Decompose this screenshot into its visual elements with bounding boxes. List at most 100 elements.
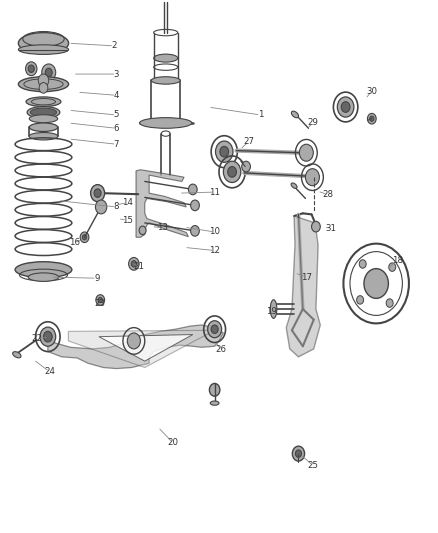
Text: 7: 7: [113, 140, 119, 149]
Text: 30: 30: [366, 86, 377, 95]
Text: 9: 9: [94, 273, 99, 282]
Circle shape: [139, 226, 146, 235]
Circle shape: [191, 225, 199, 236]
Ellipse shape: [291, 111, 299, 118]
Circle shape: [127, 333, 141, 349]
Text: 17: 17: [301, 273, 312, 281]
Text: 22: 22: [31, 334, 42, 343]
Circle shape: [80, 232, 89, 243]
Text: 5: 5: [113, 110, 119, 119]
Text: 31: 31: [326, 224, 337, 233]
Circle shape: [305, 168, 319, 185]
Text: 23: 23: [95, 299, 106, 308]
Ellipse shape: [30, 108, 57, 117]
Circle shape: [95, 200, 107, 214]
Ellipse shape: [270, 300, 277, 318]
Circle shape: [337, 97, 354, 117]
Circle shape: [357, 296, 364, 304]
Circle shape: [341, 102, 350, 112]
Text: 2: 2: [111, 42, 117, 51]
Ellipse shape: [210, 401, 219, 405]
Ellipse shape: [26, 97, 61, 107]
Text: 13: 13: [157, 223, 168, 232]
Polygon shape: [68, 330, 215, 368]
Text: 28: 28: [323, 190, 334, 199]
Circle shape: [43, 332, 52, 342]
Ellipse shape: [27, 107, 60, 118]
Circle shape: [370, 116, 374, 122]
Ellipse shape: [15, 262, 72, 278]
Circle shape: [209, 383, 220, 396]
Circle shape: [42, 64, 56, 81]
Polygon shape: [286, 216, 320, 357]
Ellipse shape: [28, 273, 59, 281]
Circle shape: [389, 263, 396, 271]
Ellipse shape: [140, 118, 192, 128]
Ellipse shape: [29, 133, 58, 140]
Text: 8: 8: [113, 203, 119, 212]
Text: 15: 15: [122, 216, 133, 225]
Text: 16: 16: [68, 238, 80, 247]
Circle shape: [98, 297, 102, 303]
Text: 3: 3: [113, 70, 119, 78]
Ellipse shape: [154, 54, 178, 62]
Text: 29: 29: [307, 118, 318, 127]
Text: 26: 26: [215, 345, 227, 354]
Circle shape: [129, 257, 139, 270]
Text: 18: 18: [392, 256, 403, 264]
Circle shape: [191, 200, 199, 211]
Circle shape: [94, 189, 101, 197]
Text: 12: 12: [209, 246, 220, 255]
Text: 20: 20: [168, 439, 179, 448]
Circle shape: [299, 144, 313, 161]
Circle shape: [386, 299, 393, 308]
Circle shape: [242, 161, 251, 172]
Circle shape: [45, 68, 52, 77]
Circle shape: [311, 221, 320, 232]
Ellipse shape: [151, 77, 180, 84]
Circle shape: [40, 327, 56, 346]
Text: 14: 14: [122, 198, 133, 207]
Polygon shape: [99, 335, 193, 361]
Text: 24: 24: [44, 367, 55, 376]
Text: 1: 1: [258, 110, 263, 119]
Circle shape: [364, 269, 389, 298]
Circle shape: [223, 161, 241, 182]
Circle shape: [82, 235, 87, 240]
Circle shape: [215, 141, 233, 163]
Circle shape: [28, 65, 34, 72]
Text: 19: 19: [266, 307, 277, 316]
Polygon shape: [48, 325, 223, 368]
Text: 11: 11: [209, 188, 220, 197]
Circle shape: [228, 166, 237, 177]
Text: 6: 6: [113, 124, 119, 133]
Ellipse shape: [29, 123, 58, 132]
Circle shape: [38, 74, 49, 87]
Ellipse shape: [18, 77, 69, 92]
Ellipse shape: [29, 115, 58, 123]
Circle shape: [295, 450, 301, 457]
Circle shape: [25, 62, 37, 76]
Circle shape: [220, 147, 229, 157]
Text: 10: 10: [209, 228, 220, 237]
Circle shape: [131, 261, 137, 267]
Text: 21: 21: [133, 262, 144, 271]
Circle shape: [39, 83, 48, 93]
Ellipse shape: [13, 352, 21, 358]
Ellipse shape: [18, 33, 69, 54]
Text: 4: 4: [113, 91, 119, 100]
Text: 27: 27: [243, 137, 254, 146]
Circle shape: [211, 325, 218, 334]
Circle shape: [188, 184, 197, 195]
Circle shape: [208, 321, 222, 338]
Circle shape: [292, 446, 304, 461]
Circle shape: [96, 295, 105, 305]
Text: 25: 25: [307, 461, 318, 470]
Circle shape: [91, 184, 105, 201]
Ellipse shape: [291, 183, 297, 188]
Circle shape: [359, 260, 366, 268]
Circle shape: [367, 114, 376, 124]
Ellipse shape: [151, 119, 180, 127]
Ellipse shape: [18, 45, 69, 54]
Polygon shape: [136, 169, 188, 237]
